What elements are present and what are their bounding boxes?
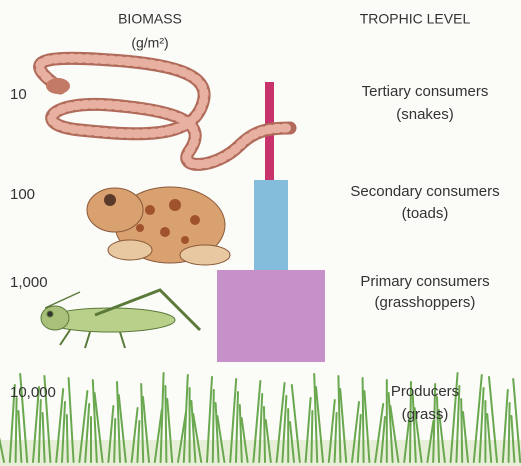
grass-blade [363, 378, 364, 462]
grass-blade [165, 386, 166, 462]
biomass-header: BIOMASS [118, 11, 182, 27]
grass-blade [311, 411, 312, 462]
level-name: Producers [391, 383, 459, 400]
level-example: (snakes) [396, 106, 454, 123]
grass-blade [461, 399, 462, 462]
secondary-bar [254, 180, 288, 270]
unit-label: (g/m²) [131, 35, 168, 51]
grass-blade [264, 407, 265, 462]
level-name: Primary consumers [360, 273, 489, 290]
trophic-header: TROPHIC LEVEL [360, 11, 471, 27]
grass-blade [114, 419, 115, 462]
grass-blade [16, 398, 17, 462]
level-example: (grasshoppers) [375, 294, 476, 311]
grass-blade [67, 415, 68, 462]
level-example: (toads) [402, 205, 449, 222]
primary-bar [217, 270, 325, 362]
biomass-value: 10 [10, 86, 27, 103]
level-name: Secondary consumers [350, 183, 499, 200]
level-name: Tertiary consumers [362, 83, 489, 100]
level-example: (grass) [402, 406, 449, 423]
biomass-value: 10,000 [10, 384, 56, 401]
grass-blade [213, 390, 214, 462]
biomass-pyramid: BIOMASS (g/m²) TROPHIC LEVEL 10 Tertiary … [0, 0, 521, 466]
grass-blade [509, 403, 510, 462]
biomass-value: 1,000 [10, 274, 48, 291]
biomass-value: 100 [10, 186, 35, 203]
